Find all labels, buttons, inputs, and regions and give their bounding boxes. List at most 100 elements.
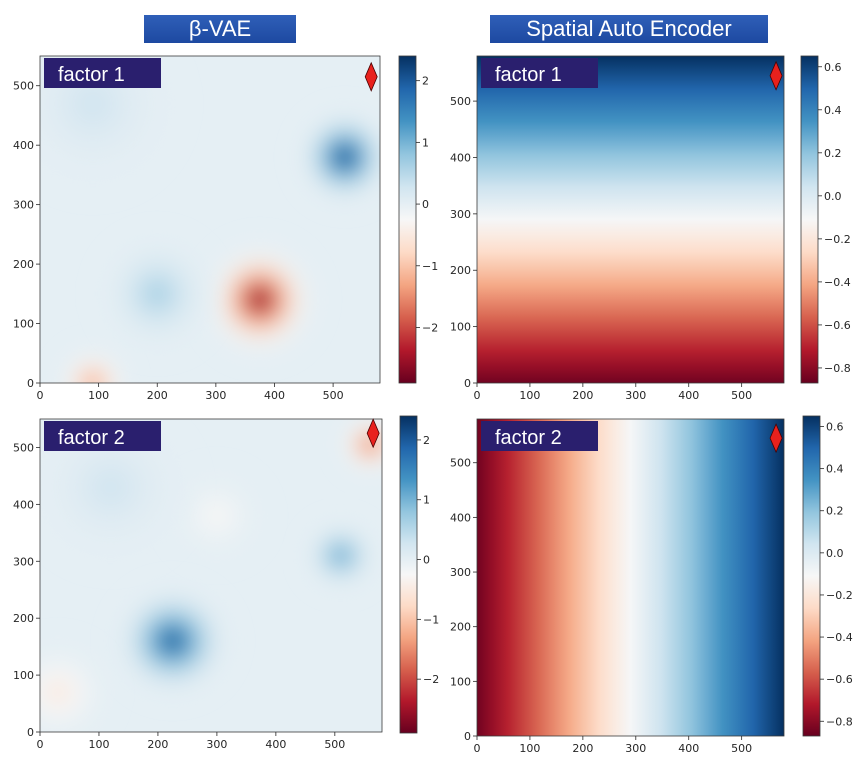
factor-label: factor 1 [58, 64, 125, 86]
x-tick-label: 300 [205, 389, 226, 402]
y-tick-label: 300 [13, 555, 34, 568]
colorbar-tick-label: −0.4 [826, 631, 853, 644]
heatmap-blob [107, 578, 238, 704]
colorbar-tick-label: 0 [423, 554, 430, 567]
heatmap-surface [477, 56, 784, 383]
x-tick-label: 100 [519, 742, 540, 755]
heatmap-blob [292, 103, 380, 211]
colorbar [802, 415, 821, 737]
x-tick-label: 0 [474, 742, 481, 755]
heatmap-blob [51, 341, 134, 383]
colorbar-tick-label: −2 [422, 321, 438, 334]
y-tick-label: 200 [13, 258, 34, 271]
x-tick-label: 400 [265, 738, 286, 751]
heatmap-blob [40, 635, 117, 732]
y-tick-label: 500 [13, 441, 34, 454]
heatmap-blobs [40, 419, 382, 732]
x-tick-label: 500 [324, 738, 345, 751]
x-tick-label: 400 [678, 389, 699, 402]
heatmap-blob [299, 515, 382, 596]
factor-label-box [44, 58, 161, 88]
colorbar [398, 55, 417, 384]
x-tick-label: 200 [147, 738, 168, 751]
colorbar-tick-label: 0 [422, 198, 429, 211]
colorbar-tick-label: 0.6 [826, 421, 844, 434]
x-tick-label: 400 [678, 742, 699, 755]
y-tick-label: 100 [450, 321, 471, 334]
colorbar [800, 55, 819, 384]
y-tick-label: 0 [27, 726, 34, 739]
colorbar-tick-label: 1 [423, 494, 430, 507]
factor-label-box [44, 421, 161, 451]
colorbar-tick-label: −0.4 [824, 276, 851, 289]
x-tick-label: 100 [88, 738, 109, 751]
y-tick-label: 400 [450, 511, 471, 524]
diamond-marker [364, 61, 378, 92]
x-tick-label: 400 [264, 389, 285, 402]
colorbar-tick-label: 0.0 [826, 547, 844, 560]
colorbar-tick-label: −1 [422, 260, 438, 273]
y-tick-label: 200 [450, 264, 471, 277]
factor-label-box [481, 421, 598, 451]
x-tick-label: 100 [88, 389, 109, 402]
colorbar [399, 415, 418, 734]
y-tick-label: 300 [13, 199, 34, 212]
y-tick-label: 100 [13, 669, 34, 682]
heatmap-panel: 0 100 200 300 400 500 0 100 200 300 400 500 factor 1… [13, 55, 438, 402]
x-tick-label: 0 [37, 738, 44, 751]
colorbar-tick-label: −2 [423, 673, 439, 686]
colorbar-tick-label: 1 [422, 136, 429, 149]
heatmap-blob [195, 234, 325, 366]
y-tick-label: 300 [450, 566, 471, 579]
diamond-marker [769, 423, 783, 454]
colorbar-tick-label: 0.6 [824, 61, 842, 74]
y-tick-label: 0 [464, 730, 471, 743]
y-tick-label: 500 [450, 95, 471, 108]
x-tick-label: 500 [731, 389, 752, 402]
y-tick-label: 100 [450, 675, 471, 688]
colorbar-tick-label: 0.2 [824, 147, 842, 160]
beta-vae-title: β-VAE [144, 15, 296, 43]
y-tick-label: 200 [13, 612, 34, 625]
y-tick-label: 400 [450, 151, 471, 164]
colorbar-tick-label: −0.2 [826, 589, 853, 602]
x-tick-label: 200 [572, 389, 593, 402]
heatmap-blob [40, 419, 200, 573]
colorbar-tick-label: −0.8 [824, 362, 851, 375]
x-tick-label: 200 [572, 742, 593, 755]
heatmap-surface [477, 419, 784, 736]
x-tick-label: 100 [519, 389, 540, 402]
y-tick-label: 500 [450, 457, 471, 470]
factor-label: factor 2 [58, 427, 125, 449]
heatmap-blob [334, 419, 382, 479]
heatmap-panel: 0 100 200 300 400 500 0 100 200 300 400 500 factor 1… [450, 55, 851, 402]
heatmap-blob [92, 228, 222, 360]
colorbar-tick-label: 0.0 [824, 190, 842, 203]
diamond-marker [366, 418, 380, 449]
y-tick-label: 0 [464, 377, 471, 390]
colorbar-tick-label: 2 [423, 434, 430, 447]
colorbar-tick-label: −0.2 [824, 233, 851, 246]
x-tick-label: 0 [37, 389, 44, 402]
x-tick-label: 300 [206, 738, 227, 751]
x-tick-label: 500 [731, 742, 752, 755]
x-tick-label: 300 [625, 742, 646, 755]
x-tick-label: 300 [625, 389, 646, 402]
diamond-marker [769, 60, 783, 91]
heatmap-panel: 0 100 200 300 400 500 0 100 200 300 400 500 factor 2… [450, 415, 853, 755]
axes-frame [39, 55, 381, 384]
colorbar-tick-label: −0.8 [826, 715, 853, 728]
factor-label-box [481, 58, 598, 88]
heatmap-blob [40, 56, 187, 199]
colorbar-tick-label: 0.4 [824, 104, 842, 117]
heatmap-blobs [40, 56, 380, 383]
y-tick-label: 400 [13, 498, 34, 511]
y-tick-label: 300 [450, 208, 471, 221]
colorbar-tick-label: −0.6 [826, 673, 853, 686]
factor-label: factor 2 [495, 427, 562, 449]
y-tick-label: 100 [13, 318, 34, 331]
axes-frame [476, 55, 785, 384]
axes-frame [476, 418, 785, 737]
colorbar-tick-label: 2 [422, 75, 429, 88]
